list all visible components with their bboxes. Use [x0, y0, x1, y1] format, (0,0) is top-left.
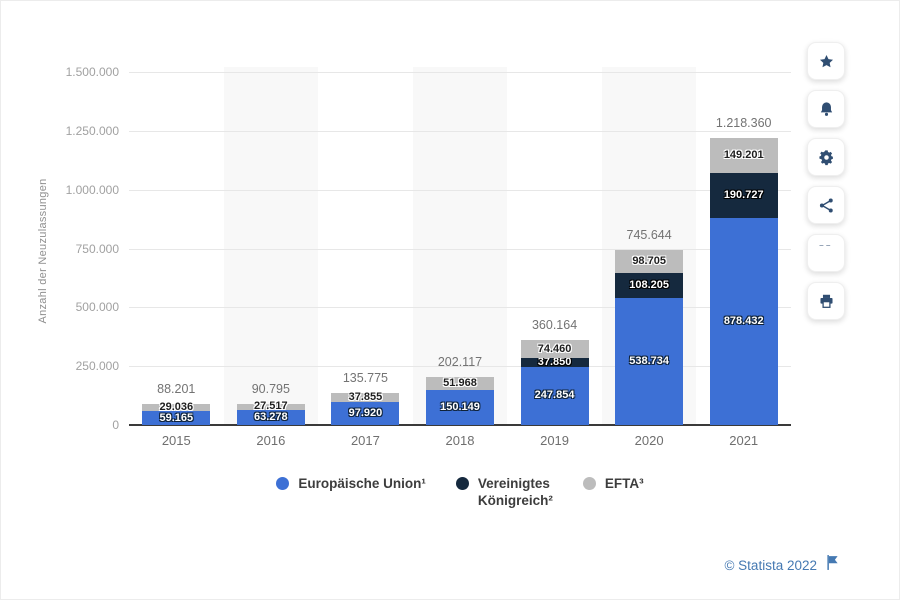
gridline — [129, 130, 791, 132]
star-icon — [818, 53, 835, 70]
bar-value-label: 108.205 — [629, 279, 670, 291]
y-tick-label: 750.000 — [75, 241, 119, 256]
bar-segment[interactable] — [331, 401, 400, 425]
share-icon — [818, 197, 835, 214]
x-tick-label: 2019 — [540, 433, 570, 448]
bar-value-label: 27.517 — [254, 400, 288, 413]
gridline — [129, 248, 791, 250]
bar-total-label: 202.117 — [437, 355, 483, 370]
x-axis-line — [129, 424, 791, 426]
favorite-button[interactable] — [807, 42, 845, 80]
x-tick-label: 2018 — [445, 433, 475, 448]
bar-segment[interactable] — [615, 249, 684, 273]
gridline — [129, 307, 791, 309]
legend-label-efta: EFTA³ — [604, 476, 644, 491]
bar-segment[interactable] — [709, 218, 778, 425]
y-tick-label: 500.000 — [75, 300, 119, 315]
footer: © Statista 2022 — [724, 555, 839, 575]
bar-segment[interactable] — [520, 340, 589, 358]
y-tick-label: 1.000.000 — [65, 182, 119, 197]
bar-segment[interactable] — [709, 173, 778, 219]
bar-value-label: 74.460 — [537, 342, 572, 355]
efta-series-dot — [582, 477, 596, 490]
bar-total-label: 1.218.360 — [715, 116, 772, 131]
bar-total-label: 360.164 — [531, 318, 578, 333]
legend-item-eu[interactable]: Europäische Union¹ — [276, 475, 426, 492]
legend-item-efta[interactable]: EFTA³ — [582, 475, 644, 492]
quote-icon: “ — [817, 245, 834, 261]
bar-segment[interactable] — [236, 403, 305, 411]
bar-segment[interactable] — [142, 411, 211, 425]
bar-value-label: 97.920 — [348, 406, 383, 419]
bar-segment[interactable] — [331, 393, 400, 402]
bar-segment[interactable] — [615, 272, 684, 299]
x-tick-label: 2016 — [256, 433, 286, 448]
bar-value-label: 37.850 — [537, 355, 572, 368]
plot-area: 59.165 29.036 88.201 63.278 27.517 90.795 97.9… — [129, 1, 791, 426]
column-band — [223, 67, 319, 425]
bar-segment[interactable] — [426, 389, 494, 425]
bar-value-label: 149.201 — [723, 149, 764, 162]
statista-copyright-link[interactable]: © Statista 2022 — [724, 557, 817, 573]
bar-value-label: 190.727 — [723, 189, 764, 202]
bell-icon — [818, 101, 835, 118]
bar-value-label: 37.855 — [348, 391, 383, 404]
uk-series-dot — [455, 477, 469, 490]
bar-value-label: 150.149 — [440, 400, 480, 413]
cite-button[interactable]: “ — [807, 234, 845, 272]
bar-segment[interactable] — [709, 138, 778, 174]
bar-segment[interactable] — [615, 298, 684, 425]
eu-series-dot — [276, 477, 290, 490]
bar-value-label: 878.432 — [723, 315, 764, 328]
bar-segment[interactable] — [520, 357, 589, 367]
gridline — [129, 189, 791, 191]
gridline — [129, 366, 791, 368]
y-tick-label: 0 — [112, 418, 119, 432]
bar-total-label: 90.795 — [251, 381, 290, 396]
gear-icon — [818, 149, 835, 166]
bar-total-label: 135.775 — [342, 371, 389, 386]
printer-icon — [818, 293, 835, 310]
bar-value-label: 98.705 — [632, 254, 666, 267]
flag-icon[interactable] — [826, 555, 839, 575]
y-tick-label: 250.000 — [75, 359, 119, 374]
bar-value-label: 29.036 — [159, 401, 194, 414]
x-tick-label: 2021 — [729, 433, 759, 448]
bar-segment[interactable] — [236, 410, 305, 425]
column-band — [412, 67, 508, 425]
legend-item-uk[interactable]: Vereinigtes Königreich² — [455, 475, 553, 509]
bar-value-label: 63.278 — [254, 411, 288, 424]
bar-segment[interactable] — [520, 366, 589, 425]
alerts-button[interactable] — [807, 90, 845, 128]
bar-total-label: 745.644 — [626, 227, 672, 242]
legend: Europäische Union¹ Vereinigtes Königreic… — [129, 475, 791, 509]
bar-segment[interactable] — [426, 377, 494, 390]
bar-total-label: 88.201 — [157, 382, 196, 397]
bar-segment[interactable] — [142, 404, 211, 412]
bar-value-label: 247.854 — [534, 389, 575, 402]
print-button[interactable] — [807, 282, 845, 320]
legend-label-eu: Europäische Union¹ — [298, 476, 426, 491]
x-tick-label: 2017 — [350, 433, 380, 448]
legend-label-uk: Vereinigtes Königreich² — [477, 476, 553, 508]
share-button[interactable] — [807, 186, 845, 224]
y-tick-label: 1.250.000 — [65, 123, 119, 138]
bar-value-label: 51.968 — [443, 377, 477, 390]
x-tick-label: 2015 — [161, 433, 191, 448]
bar-value-label: 59.165 — [159, 411, 194, 424]
bar-value-label: 538.734 — [629, 355, 670, 368]
gridline — [129, 72, 791, 73]
x-tick-label: 2020 — [634, 433, 664, 448]
y-tick-label: 1.500.000 — [65, 65, 119, 79]
settings-button[interactable] — [807, 138, 845, 176]
